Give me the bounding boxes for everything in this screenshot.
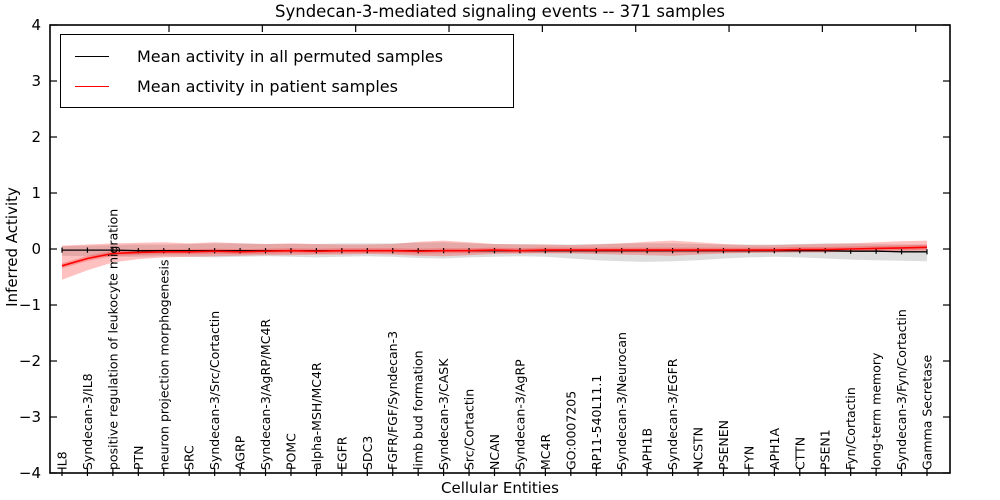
x-tick-label: Syndecan-3/IL8 <box>80 373 95 470</box>
patient-band <box>62 240 927 280</box>
x-tick-label: positive regulation of leukocyte migrati… <box>105 209 120 470</box>
x-tick-label: IL8 <box>55 451 70 470</box>
y-tick-label: 0 <box>31 240 41 258</box>
x-tick-label: Syndecan-3/EGFR <box>665 358 680 470</box>
x-tick-label: Syndecan-3/AgRP/MC4R <box>258 319 273 470</box>
x-tick-label: PSENEN <box>716 420 731 470</box>
legend-line-patient-icon <box>75 85 109 87</box>
x-tick-label: limb bud formation <box>411 350 426 470</box>
x-tick-label: FGFR/FGF/Syndecan-3 <box>385 331 400 470</box>
x-tick-label: POMC <box>284 433 299 470</box>
x-tick-label: SRC <box>182 445 197 470</box>
x-tick-label: APH1A <box>767 428 782 470</box>
top-axis-ticks <box>168 25 917 32</box>
x-tick-label: Syndecan-3/CASK <box>436 358 451 470</box>
legend-entry-permuted: Mean activity in all permuted samples <box>75 41 513 71</box>
x-tick-label: MC4R <box>538 434 553 470</box>
y-tick-label: −2 <box>19 352 41 370</box>
x-tick-label: PSEN1 <box>818 429 833 470</box>
x-tick-label: neuron projection morphogenesis <box>156 259 171 470</box>
x-tick-label: FYN <box>741 446 756 470</box>
patient-mean-line <box>61 246 928 267</box>
y-tick-label: 2 <box>31 128 41 146</box>
x-tick-label: Src/Cortactin <box>462 389 477 470</box>
x-tick-label: Syndecan-3/Fyn/Cortactin <box>894 309 909 470</box>
x-tick-label: CTTN <box>792 437 807 470</box>
x-tick-label: alpha-MSH/MC4R <box>309 362 324 470</box>
legend-entry-patient: Mean activity in patient samples <box>75 71 513 101</box>
x-tick-label: Gamma Secretase <box>920 355 935 470</box>
x-tick-label: long-term memory <box>869 352 884 470</box>
y-tick-label: −3 <box>19 408 41 426</box>
x-tick-label: PTN <box>131 445 146 470</box>
legend-label-patient: Mean activity in patient samples <box>137 76 398 96</box>
x-axis-label: Cellular Entities <box>441 479 559 497</box>
legend: Mean activity in all permuted samples Me… <box>60 34 514 108</box>
x-tick-label: APH1B <box>640 428 655 470</box>
x-tick-label: Syndecan-3/Neurocan <box>614 332 629 470</box>
permuted-line-markers <box>61 247 928 255</box>
y-axis-label: Inferred Activity <box>3 187 21 307</box>
x-tick-label: AGRP <box>233 435 248 470</box>
y-tick-label: 3 <box>31 72 41 90</box>
x-tick-label: Fyn/Cortactin <box>843 387 858 470</box>
x-tick-label: EGFR <box>334 436 349 470</box>
x-tick-label: GO:0007205 <box>563 391 578 470</box>
y-tick-label: 1 <box>31 184 41 202</box>
x-tick-label: NCSTN <box>691 427 706 470</box>
x-tick-label: SDC3 <box>360 436 375 470</box>
y-axis-ticks: 4 3 2 1 0 −1 −2 −3 −4 <box>19 16 950 482</box>
chart-title: Syndecan-3-mediated signaling events -- … <box>275 2 725 21</box>
y-tick-label: 4 <box>31 16 41 34</box>
x-tick-label: NCAN <box>487 434 502 470</box>
x-tick-label: RP11-540L11.1 <box>589 375 604 470</box>
y-tick-label: −1 <box>19 296 41 314</box>
x-axis-ticks-and-labels: IL8 Syndecan-3/IL8 positive regulation of … <box>55 209 935 476</box>
legend-label-permuted: Mean activity in all permuted samples <box>137 46 444 66</box>
x-tick-label: Syndecan-3/AgRP <box>512 359 527 470</box>
x-tick-label: Syndecan-3/Src/Cortactin <box>207 311 222 470</box>
y-tick-label: −4 <box>19 464 41 482</box>
legend-line-permuted-icon <box>75 55 109 57</box>
